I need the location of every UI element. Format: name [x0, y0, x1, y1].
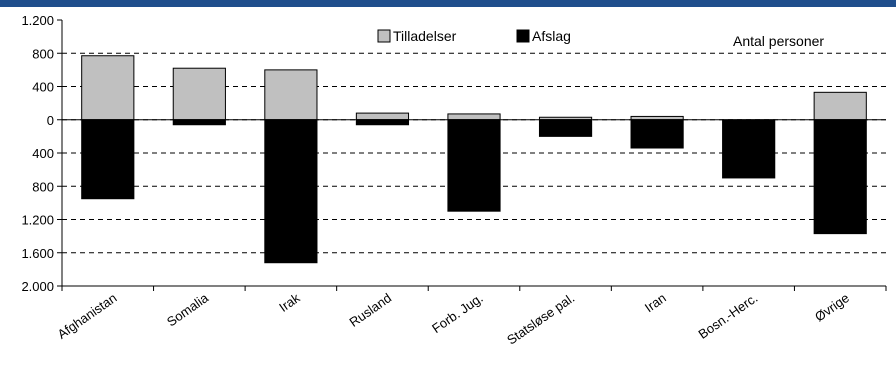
x-category-label: Statsløse pal.: [504, 290, 577, 347]
bar-tilladelser: [447, 113, 501, 121]
x-category-label: Irak: [276, 290, 303, 315]
bar-afslag: [264, 119, 318, 264]
bar-afslag: [722, 119, 776, 179]
y-tick-label: 1.600: [21, 246, 54, 261]
bar-tilladelser: [172, 67, 226, 121]
bar-afslag: [355, 119, 410, 126]
bar-tilladelser: [813, 91, 867, 121]
y-tick-label: 1.200: [21, 213, 54, 228]
legend-label-afslag: Afslag: [532, 28, 571, 44]
bar-afslag: [172, 119, 226, 126]
bar-afslag: [813, 119, 867, 235]
y-tick-label: 2.000: [21, 279, 54, 294]
legend-label-tilladelser: Tilladelser: [393, 28, 457, 44]
bar-tilladelser: [81, 55, 135, 121]
title-banner-strip: [0, 0, 896, 7]
x-category-label: Afghanistan: [55, 290, 120, 342]
x-category-label: Øvrige: [812, 290, 852, 324]
bar-afslag: [630, 119, 684, 149]
y-tick-label: 800: [32, 46, 54, 61]
x-axis-category-labels: Afghanistan Somalia Irak Rusland Forb. Jug. S…: [55, 290, 852, 348]
x-category-label: Somalia: [164, 290, 212, 330]
bar-afslag: [447, 119, 501, 212]
x-category-label: Forb. Jug.: [429, 290, 486, 336]
unit-annotation: Antal personer: [733, 33, 824, 49]
x-category-label: Bosn.-Herc.: [696, 290, 761, 342]
bar-afslag: [81, 119, 135, 200]
legend-swatch-tilladelser: [377, 29, 391, 43]
bar-tilladelser: [355, 112, 410, 121]
legend-swatch-afslag: [516, 29, 530, 43]
x-category-label: Rusland: [346, 290, 394, 330]
axes: [61, 20, 887, 291]
x-category-label: Iran: [642, 290, 669, 315]
bar-afslag: [538, 119, 593, 137]
y-tick-label: 400: [32, 146, 54, 161]
legend: Tilladelser Afslag: [377, 28, 571, 44]
y-tick-label: 400: [32, 80, 54, 95]
y-tick-label: 0: [47, 113, 54, 128]
bars: [81, 55, 867, 264]
y-tick-label: 800: [32, 179, 54, 194]
bar-tilladelser: [264, 69, 318, 121]
y-axis-tick-labels: 1.200 800 400 0 400 800 1.200 1.600 2.000: [21, 13, 54, 294]
y-tick-label: 1.200: [21, 13, 54, 28]
